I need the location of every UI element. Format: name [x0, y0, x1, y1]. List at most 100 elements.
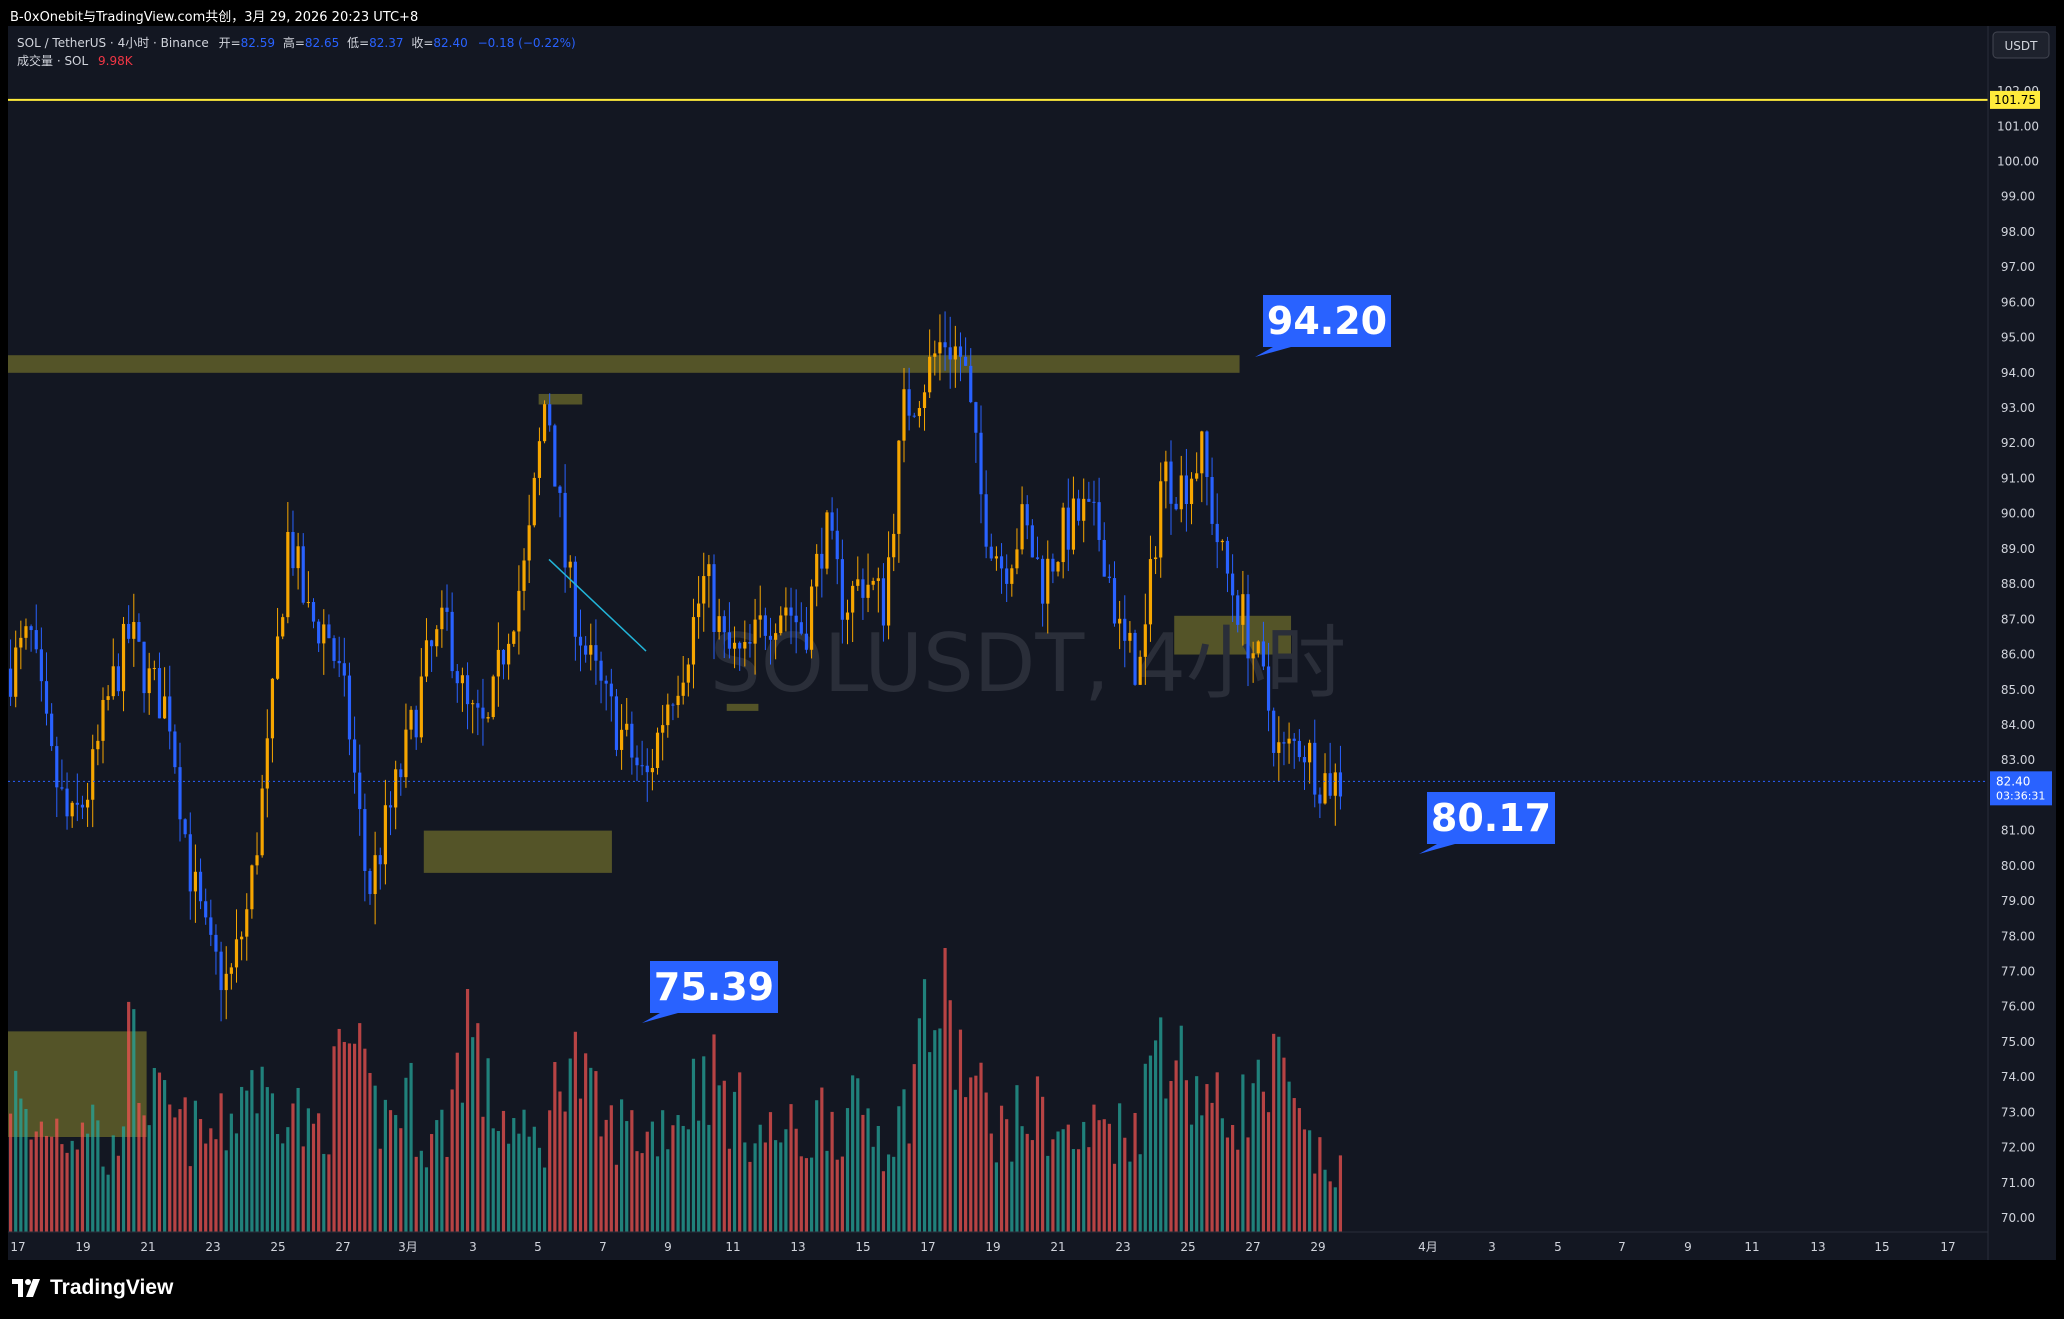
- volume-bar: [1277, 1036, 1281, 1232]
- candle-body: [1231, 573, 1235, 596]
- tradingview-logo[interactable]: TradingView: [12, 1276, 173, 1300]
- price-tick-label: 99.00: [2001, 190, 2035, 204]
- candle-body: [1323, 773, 1327, 804]
- candle-body: [378, 855, 382, 865]
- volume-bar: [820, 1087, 824, 1232]
- change-value: −0.18 (−0.22%): [477, 36, 576, 50]
- volume-bar: [1020, 1126, 1024, 1232]
- candle-body: [655, 732, 660, 768]
- candle-body: [491, 676, 495, 718]
- overlay-layer: 94.20 80.17 75.39: [8, 98, 1988, 1023]
- supply-demand-zone: [8, 355, 1240, 373]
- volume-bar: [1153, 1040, 1158, 1232]
- candle-body: [768, 635, 773, 640]
- currency-button[interactable]: [1992, 31, 2050, 59]
- volume-bar: [198, 1119, 203, 1232]
- candle-body: [1215, 523, 1219, 543]
- volume-bar: [871, 1146, 875, 1232]
- candle-body: [763, 615, 767, 636]
- candle-body: [1102, 539, 1106, 577]
- price-tick-label: 95.00: [2001, 331, 2035, 345]
- volume-value: 9.98K: [98, 54, 133, 68]
- price-chart[interactable]: SOLUSDT, 4小时 94.20 80.17 75.39 70.00 71.00 72.…: [8, 26, 2056, 1260]
- low-value: 82.37: [369, 36, 404, 50]
- candle-body: [460, 675, 465, 684]
- volume-bar: [645, 1131, 649, 1232]
- volume-bar: [250, 1070, 254, 1232]
- volume-bar: [255, 1113, 259, 1232]
- candle-body: [1051, 558, 1055, 572]
- candle-body: [373, 855, 377, 895]
- volume-bar: [1302, 1129, 1307, 1232]
- volume-bar: [702, 1056, 706, 1232]
- candle-body: [1266, 666, 1271, 711]
- callout-box: [1263, 295, 1391, 347]
- volume-bar: [697, 1120, 701, 1232]
- candle-body: [224, 973, 228, 991]
- volume-bar: [383, 1099, 387, 1232]
- volume-bar: [933, 1030, 937, 1232]
- candle-body: [1025, 504, 1029, 526]
- candle-body: [743, 642, 747, 649]
- candle-body: [322, 624, 326, 644]
- volume-layer: [8, 948, 1343, 1232]
- volume-bar: [471, 1037, 475, 1232]
- candle-body: [168, 696, 172, 732]
- volume-bar: [1097, 1120, 1101, 1232]
- volume-bar: [224, 1150, 228, 1232]
- candle-body: [686, 664, 690, 683]
- volume-bar: [907, 1143, 911, 1232]
- volume-bar: [958, 1029, 963, 1232]
- candle-body: [912, 415, 916, 417]
- volume-bar: [1215, 1072, 1219, 1232]
- time-tick-label: 13: [1810, 1240, 1825, 1254]
- candle-body: [368, 870, 372, 895]
- candle-body: [902, 389, 906, 441]
- volume-bar: [296, 1087, 300, 1232]
- time-tick-label: 5: [534, 1240, 542, 1254]
- volume-bar: [399, 1128, 403, 1232]
- candle-body: [825, 512, 829, 569]
- volume-bar: [39, 1121, 43, 1232]
- candle-body: [964, 356, 968, 366]
- supply-demand-zone: [423, 830, 612, 873]
- volume-bar: [270, 1093, 275, 1232]
- candle-body: [1333, 772, 1337, 796]
- chart-panel[interactable]: SOLUSDT, 4小时 94.20 80.17 75.39 70.00 71.00 72.…: [8, 26, 2056, 1260]
- volume-label[interactable]: 成交量 · SOL: [17, 54, 89, 68]
- candle-body: [1184, 475, 1188, 505]
- candle-body: [101, 699, 105, 741]
- volume-bar: [127, 1001, 131, 1232]
- volume-bar: [676, 1115, 680, 1232]
- level-price-tag: [1990, 90, 2040, 109]
- volume-bar: [640, 1153, 644, 1232]
- volume-bar: [245, 1090, 249, 1232]
- candle-body: [157, 668, 162, 719]
- volume-bar: [173, 1117, 177, 1232]
- volume-bar: [1261, 1091, 1266, 1232]
- volume-bar: [1236, 1149, 1240, 1232]
- volume-bar: [1256, 1059, 1260, 1232]
- candle-body: [507, 643, 511, 665]
- candle-body: [856, 579, 860, 586]
- candle-body: [707, 564, 711, 577]
- symbol-title[interactable]: SOL / TetherUS · 4小时 · Binance: [17, 36, 209, 50]
- volume-bar: [794, 1128, 798, 1232]
- price-tick-label: 72.00: [2001, 1141, 2035, 1155]
- volume-bar: [815, 1100, 819, 1232]
- volume-bar: [722, 1080, 726, 1232]
- candle-body: [137, 622, 141, 642]
- candle-body: [1313, 742, 1317, 795]
- price-tick-label: 78.00: [2001, 929, 2035, 943]
- candle-body: [39, 649, 43, 682]
- candle-body: [1097, 502, 1101, 540]
- volume-bar: [630, 1110, 634, 1232]
- candle-body: [255, 855, 259, 866]
- volume-bar: [1169, 1081, 1173, 1232]
- candle-body: [19, 637, 23, 648]
- volume-bar: [1297, 1108, 1301, 1232]
- price-tick-label: 88.00: [2001, 577, 2035, 591]
- volume-bar: [661, 1110, 665, 1232]
- volume-bar: [80, 1122, 85, 1232]
- volume-bar: [537, 1147, 542, 1232]
